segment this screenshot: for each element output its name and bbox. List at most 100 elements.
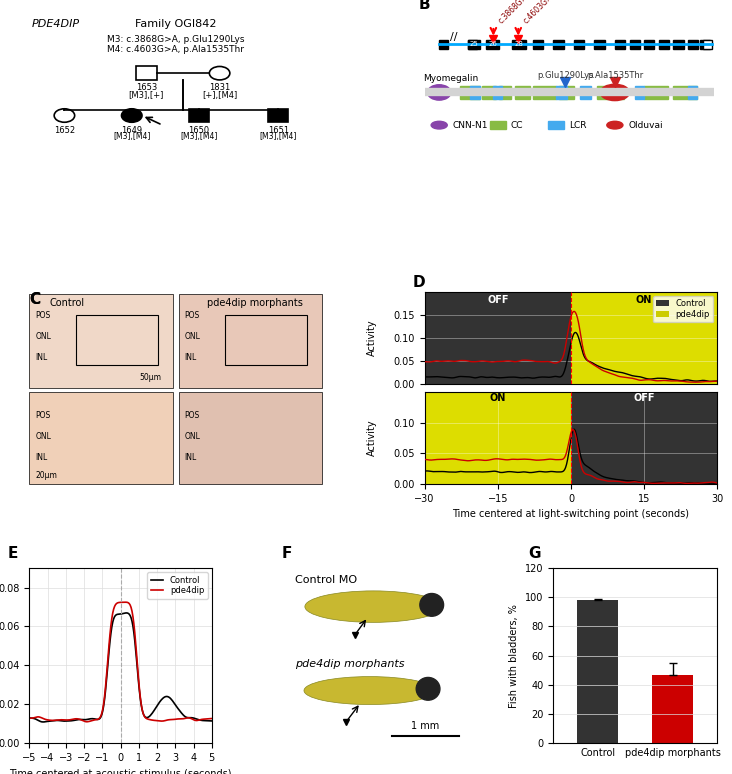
Bar	[703, 39, 712, 49]
Control	[60, 717, 69, 726]
Text: LCR: LCR	[569, 121, 587, 129]
Text: E: E	[7, 546, 18, 561]
pde4dip	[200, 714, 209, 724]
Bar	[425, 292, 571, 385]
Text: pde4dip morphants: pde4dip morphants	[207, 297, 302, 307]
Text: INL: INL	[184, 354, 197, 362]
Control	[200, 716, 209, 725]
Text: POS: POS	[184, 411, 200, 420]
Bar	[644, 39, 654, 49]
Text: Myomegalin: Myomegalin	[423, 74, 478, 83]
Bar	[439, 39, 448, 49]
Text: 1649: 1649	[122, 125, 142, 135]
Text: C: C	[29, 292, 40, 307]
Line: Control: Control	[29, 613, 212, 722]
Bar	[571, 292, 717, 385]
Text: [M3],[M4]: [M3],[M4]	[259, 132, 297, 142]
Text: 1650: 1650	[189, 125, 209, 135]
Text: Control: Control	[50, 297, 85, 307]
Circle shape	[417, 677, 440, 700]
Circle shape	[420, 594, 444, 616]
Text: ON: ON	[636, 295, 652, 305]
Control	[207, 716, 216, 725]
pde4dip	[194, 716, 203, 725]
Text: 1652: 1652	[54, 125, 75, 135]
Ellipse shape	[600, 84, 630, 101]
Control	[36, 717, 45, 726]
Ellipse shape	[304, 676, 436, 704]
pde4dip	[207, 714, 216, 723]
Bar	[512, 39, 526, 49]
Bar	[482, 86, 496, 99]
Bar	[425, 292, 571, 385]
Bar	[425, 392, 571, 485]
Text: B: B	[419, 0, 430, 12]
Bar	[490, 122, 506, 129]
Circle shape	[209, 67, 230, 80]
Text: 1831: 1831	[209, 83, 231, 92]
Bar	[548, 122, 564, 129]
Text: 50μm: 50μm	[139, 373, 161, 382]
Bar	[76, 315, 158, 365]
Text: Activity: Activity	[367, 420, 377, 456]
Circle shape	[54, 109, 75, 122]
Control	[39, 717, 48, 727]
Bar	[688, 39, 698, 49]
Bar	[189, 109, 209, 122]
Bar	[556, 86, 567, 99]
Ellipse shape	[431, 122, 447, 129]
Text: D: D	[413, 275, 425, 290]
Bar	[499, 86, 511, 99]
X-axis label: Time centered at light-switching point (seconds): Time centered at light-switching point (…	[452, 509, 690, 519]
Bar	[136, 67, 157, 80]
Text: c.3868G>A: c.3868G>A	[496, 0, 533, 25]
Circle shape	[122, 109, 142, 122]
Bar	[688, 86, 697, 99]
Ellipse shape	[607, 122, 623, 129]
Text: p.Ala1535Thr: p.Ala1535Thr	[587, 71, 643, 80]
Legend: Control, pde4dip: Control, pde4dip	[147, 572, 208, 598]
Text: [M3],[M4]: [M3],[M4]	[113, 132, 151, 142]
Text: 20μm: 20μm	[35, 471, 57, 481]
Text: M4: c.4603G>A, p.Ala1535Thr: M4: c.4603G>A, p.Ala1535Thr	[107, 46, 244, 54]
Text: INL: INL	[35, 354, 48, 362]
Text: Family OGI842: Family OGI842	[135, 19, 217, 29]
Bar	[493, 86, 502, 99]
Bar	[578, 600, 619, 743]
Text: ONL: ONL	[184, 332, 201, 341]
X-axis label: Time centered at acoustic stimulus (seconds): Time centered at acoustic stimulus (seco…	[10, 769, 232, 774]
Bar	[29, 294, 173, 388]
Bar	[673, 39, 684, 49]
Bar	[580, 86, 591, 99]
Bar	[470, 86, 480, 99]
Bar	[486, 39, 499, 49]
pde4dip	[83, 717, 92, 726]
Text: POS: POS	[184, 311, 200, 320]
Bar	[571, 292, 717, 385]
Bar	[468, 39, 477, 49]
Text: Olduvai: Olduvai	[628, 121, 662, 129]
Text: M3: c.3868G>A, p.Glu1290Lys: M3: c.3868G>A, p.Glu1290Lys	[107, 35, 244, 43]
Text: 1 mm: 1 mm	[411, 721, 439, 731]
Text: CC: CC	[511, 121, 523, 129]
Bar	[515, 86, 530, 99]
pde4dip	[73, 714, 82, 724]
Text: [M3],[+]: [M3],[+]	[129, 91, 164, 100]
Legend: Control, pde4dip: Control, pde4dip	[653, 296, 713, 322]
pde4dip	[25, 714, 34, 723]
Text: INL: INL	[184, 454, 197, 462]
Bar	[594, 39, 605, 49]
Control	[194, 715, 203, 724]
Text: [M3],[M4]: [M3],[M4]	[180, 132, 218, 142]
Bar	[597, 86, 624, 99]
Control	[32, 715, 41, 724]
Text: OFF: OFF	[487, 295, 509, 305]
Text: [+],[M4]: [+],[M4]	[202, 91, 237, 100]
Bar	[700, 39, 710, 49]
Bar	[553, 39, 564, 49]
Text: Activity: Activity	[367, 320, 377, 356]
Line: pde4dip: pde4dip	[29, 602, 212, 721]
Text: 26: 26	[488, 41, 497, 47]
Ellipse shape	[427, 84, 451, 100]
Text: ONL: ONL	[35, 332, 51, 341]
